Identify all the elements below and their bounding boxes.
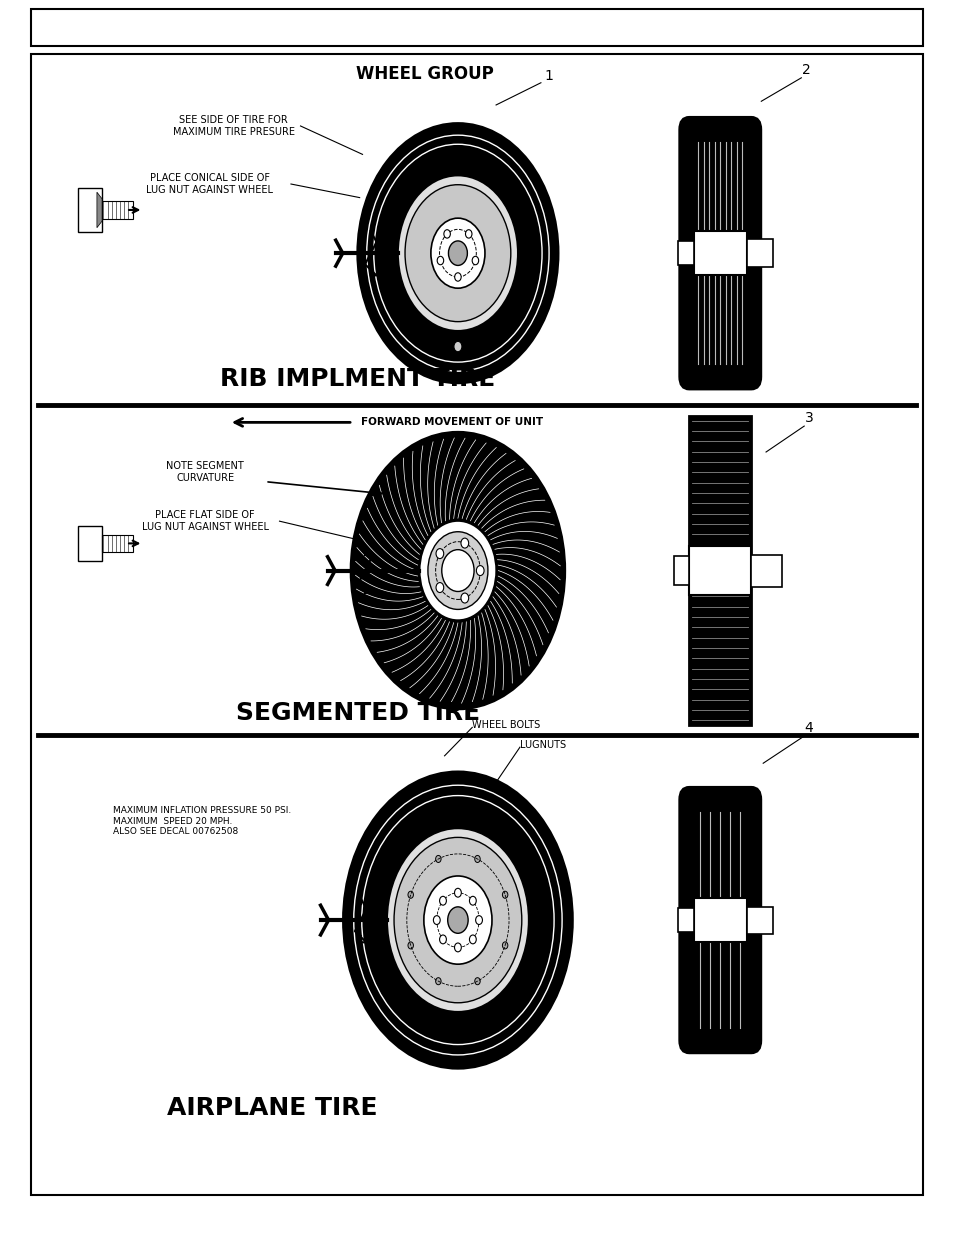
Circle shape <box>447 906 468 934</box>
Text: PLACE CONICAL SIDE OF
LUG NUT AGAINST WHEEL: PLACE CONICAL SIDE OF LUG NUT AGAINST WH… <box>146 173 274 195</box>
Bar <box>31 9 923 46</box>
Text: 4: 4 <box>803 721 813 735</box>
Circle shape <box>436 583 443 593</box>
Text: WHEEL GROUP: WHEEL GROUP <box>355 65 493 83</box>
Circle shape <box>475 856 479 862</box>
Circle shape <box>436 548 443 558</box>
Circle shape <box>419 521 496 620</box>
Circle shape <box>455 273 460 282</box>
Circle shape <box>428 532 487 609</box>
Text: PLACE FLAT SIDE OF
LUG NUT AGAINST WHEEL: PLACE FLAT SIDE OF LUG NUT AGAINST WHEEL <box>141 510 269 532</box>
Text: 2: 2 <box>801 63 810 77</box>
Circle shape <box>431 219 484 288</box>
Circle shape <box>454 888 461 897</box>
Bar <box>102 201 132 219</box>
Bar <box>688 416 751 725</box>
Circle shape <box>460 538 468 548</box>
Circle shape <box>472 257 478 264</box>
Circle shape <box>394 837 521 1003</box>
Circle shape <box>441 550 474 592</box>
FancyBboxPatch shape <box>679 117 760 389</box>
Text: 3: 3 <box>803 411 813 425</box>
Bar <box>673 556 688 585</box>
Bar <box>102 535 132 552</box>
Text: RIB IMPLMENT TIRE: RIB IMPLMENT TIRE <box>220 367 495 391</box>
Circle shape <box>502 942 507 948</box>
Circle shape <box>439 897 446 905</box>
Bar <box>746 240 772 267</box>
Circle shape <box>469 935 476 944</box>
Circle shape <box>476 915 482 925</box>
Circle shape <box>405 185 510 321</box>
Circle shape <box>397 175 517 331</box>
Text: 1: 1 <box>543 69 553 83</box>
Circle shape <box>423 876 492 965</box>
Circle shape <box>436 257 443 264</box>
Bar <box>688 546 751 595</box>
Circle shape <box>436 856 440 862</box>
Circle shape <box>343 772 572 1068</box>
Bar <box>750 555 781 587</box>
Bar <box>78 188 102 232</box>
Circle shape <box>454 944 461 952</box>
Circle shape <box>439 935 446 944</box>
Circle shape <box>357 124 558 383</box>
Circle shape <box>351 432 564 709</box>
Circle shape <box>408 942 413 948</box>
Circle shape <box>502 892 507 898</box>
Circle shape <box>443 230 450 238</box>
Text: SEGMENTED TIRE: SEGMENTED TIRE <box>235 700 479 725</box>
FancyBboxPatch shape <box>679 788 760 1052</box>
Circle shape <box>448 241 467 266</box>
Text: SEE SIDE OF TIRE FOR
MAXIMUM TIRE PRESURE: SEE SIDE OF TIRE FOR MAXIMUM TIRE PRESUR… <box>172 115 294 137</box>
Text: WHEEL BOLTS: WHEEL BOLTS <box>472 720 540 730</box>
Circle shape <box>454 341 461 352</box>
Circle shape <box>460 593 468 603</box>
Circle shape <box>408 892 413 898</box>
Circle shape <box>475 978 479 984</box>
Text: NOTE SEGMENT
CURVATURE: NOTE SEGMENT CURVATURE <box>166 461 244 483</box>
Text: AIRPLANE TIRE: AIRPLANE TIRE <box>167 1095 376 1120</box>
Bar <box>693 231 746 275</box>
Bar <box>678 908 693 932</box>
Circle shape <box>476 566 483 576</box>
Text: LUGNUTS: LUGNUTS <box>519 740 565 750</box>
Circle shape <box>433 915 439 925</box>
Circle shape <box>387 829 528 1011</box>
Bar <box>78 526 102 561</box>
Polygon shape <box>97 193 102 227</box>
Bar <box>746 906 772 934</box>
Text: MAXIMUM INFLATION PRESSURE 50 PSI.
MAXIMUM  SPEED 20 MPH.
ALSO SEE DECAL 0076250: MAXIMUM INFLATION PRESSURE 50 PSI. MAXIM… <box>112 806 291 836</box>
Circle shape <box>436 978 440 984</box>
Bar <box>693 898 746 942</box>
Circle shape <box>465 230 472 238</box>
Bar <box>678 241 693 266</box>
Circle shape <box>469 897 476 905</box>
Text: FORWARD MOVEMENT OF UNIT: FORWARD MOVEMENT OF UNIT <box>360 417 542 427</box>
